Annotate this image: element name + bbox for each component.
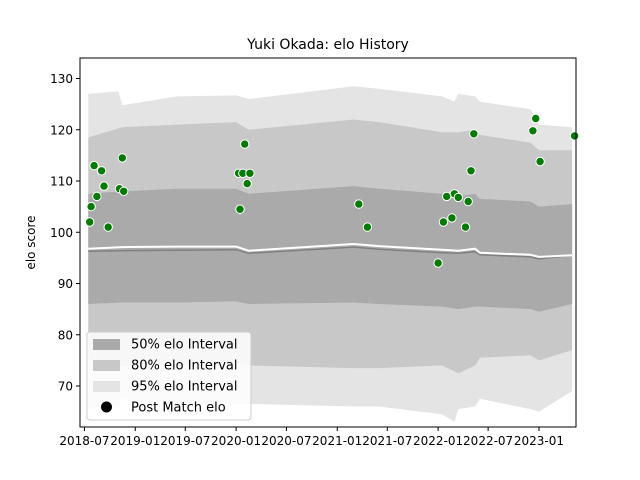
y-tick-label: 90 [58,277,73,291]
post-match-point [242,178,252,189]
elo-lines [88,242,573,260]
plot-frame [79,57,577,428]
post-match-point [569,131,580,141]
x-tick-label: 2019-07 [160,434,210,448]
legend-label: 50% elo Interval [131,338,238,353]
y-tick-label: 80 [58,328,73,342]
y-tick-label: 110 [50,175,73,189]
post-match-point [85,217,95,227]
x-tick-label: 2020-07 [261,434,311,448]
y-axis: 70 80 90 100 110 120 130 [50,72,80,394]
x-tick-label: 2022-01 [413,434,463,448]
post-match-point [362,222,373,232]
post-match-points [85,113,580,268]
post-match-point [103,222,113,232]
x-tick-label: 2022-07 [463,434,513,448]
y-tick-label: 120 [50,123,73,137]
post-match-point [447,213,457,223]
x-tick-label: 2021-01 [312,434,362,448]
chart-title: Yuki Okada: elo History [246,37,409,53]
post-match-point [119,186,129,197]
post-match-point [89,160,99,171]
x-axis: 2018-07 2019-01 2019-07 2020-01 2020-07 2021-… [59,427,564,448]
post-match-point [86,201,96,212]
legend-swatch [93,339,120,350]
post-match-point [535,156,545,167]
post-match-point [96,166,107,176]
y-tick-label: 70 [58,380,73,394]
legend-label: 80% elo Interval [131,359,238,374]
post-match-point [117,153,128,163]
x-tick-label: 2021-07 [362,434,412,448]
legend-label: Post Match elo [131,401,226,416]
post-match-point [354,199,364,209]
legend-swatch [93,381,120,392]
post-match-point [466,166,476,176]
post-match-point [460,222,471,232]
mean-line [88,246,573,260]
legend: 50% elo Interval 80% elo Interval 95% elo … [86,331,252,421]
post-match-point [453,192,463,203]
post-match-point [531,113,541,124]
x-tick-label: 2019-01 [110,434,160,448]
y-tick-label: 100 [50,226,73,240]
post-match-point [438,217,449,227]
post-match-point [92,191,102,202]
post-match-point [245,168,255,179]
legend-label: 95% elo Interval [131,380,238,395]
x-tick-label: 2020-01 [211,434,261,448]
post-match-point [235,204,245,214]
legend-swatch [101,401,112,413]
post-match-point [433,258,443,268]
median-line [88,242,573,258]
legend-box [86,331,252,421]
post-match-point [240,139,250,149]
post-match-point [442,191,452,202]
post-match-point [469,129,479,139]
post-match-point [463,196,473,207]
x-tick-label: 2018-07 [59,434,109,448]
y-tick-label: 130 [50,72,73,86]
post-match-point [528,126,538,136]
legend-swatch [93,360,120,371]
y-axis-label: elo score [24,215,38,269]
x-tick-label: 2023-01 [514,434,564,448]
post-match-point [99,181,109,191]
